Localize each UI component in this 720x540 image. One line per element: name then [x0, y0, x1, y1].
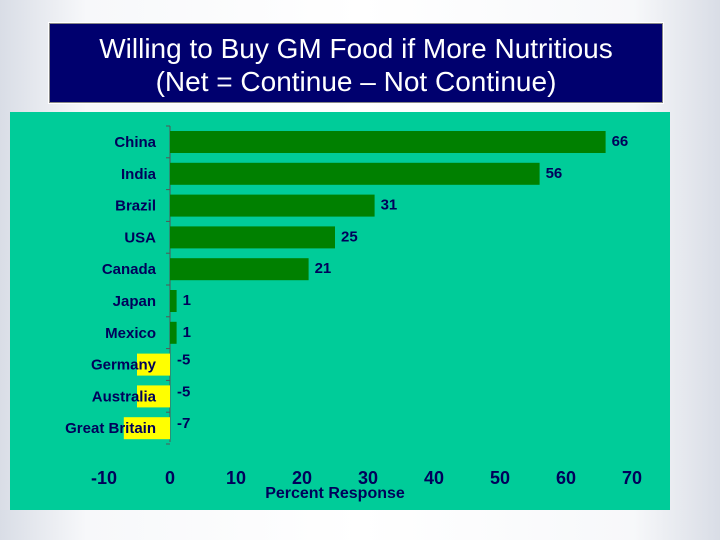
x-tick-label: 20 — [292, 468, 312, 488]
bar-chart: China 66 India 56 Brazil 31 USA 25 Canada 21 Japan… — [65, 125, 642, 502]
category-label: China — [114, 134, 156, 151]
data-label: 21 — [315, 260, 332, 277]
data-label: 66 — [612, 133, 629, 150]
category-label: India — [121, 166, 157, 183]
data-label: 1 — [183, 292, 191, 309]
bar-canada — [170, 258, 309, 281]
data-label: 56 — [546, 165, 563, 182]
category-label: Japan — [113, 293, 156, 310]
chart-title-line-1: Willing to Buy GM Food if More Nutritiou… — [99, 33, 613, 64]
bar-usa — [170, 226, 335, 249]
x-tick-label: 40 — [424, 468, 444, 488]
bar-mexico — [170, 321, 177, 344]
data-label: -5 — [177, 383, 190, 400]
bar-great-britain — [123, 417, 170, 440]
data-label: 25 — [341, 228, 358, 245]
chart-title-box: Willing to Buy GM Food if More Nutritiou… — [48, 22, 664, 104]
bar-japan — [170, 290, 177, 312]
category-label: Brazil — [115, 198, 156, 215]
bar-australia — [137, 385, 170, 408]
bar-germany — [137, 353, 170, 376]
bar-china — [170, 131, 606, 153]
category-label: Australia — [92, 388, 157, 405]
chart-title-line-2: (Net = Continue – Not Continue) — [155, 66, 557, 97]
chart-panel: China 66 India 56 Brazil 31 USA 25 Canada 21 Japan… — [10, 112, 670, 510]
category-label: Canada — [102, 261, 157, 278]
x-tick-label: 10 — [226, 468, 246, 488]
x-tick-label: 60 — [556, 468, 576, 488]
category-label: Mexico — [105, 325, 156, 342]
x-axis-title: Percent Response — [265, 485, 405, 502]
bar-india — [170, 162, 540, 185]
bar-brazil — [170, 194, 375, 217]
category-label: Great Britain — [65, 420, 156, 437]
x-tick-label: 70 — [622, 468, 642, 488]
category-label: USA — [124, 229, 156, 246]
x-tick-label: 0 — [165, 468, 175, 488]
x-tick-label: 50 — [490, 468, 510, 488]
data-label: 31 — [381, 197, 398, 214]
category-label: Germany — [91, 357, 157, 374]
data-label: 1 — [183, 324, 191, 341]
data-label: -5 — [177, 352, 190, 369]
x-tick-label: -10 — [91, 468, 117, 488]
data-label: -7 — [177, 415, 190, 432]
x-tick-label: 30 — [358, 468, 378, 488]
